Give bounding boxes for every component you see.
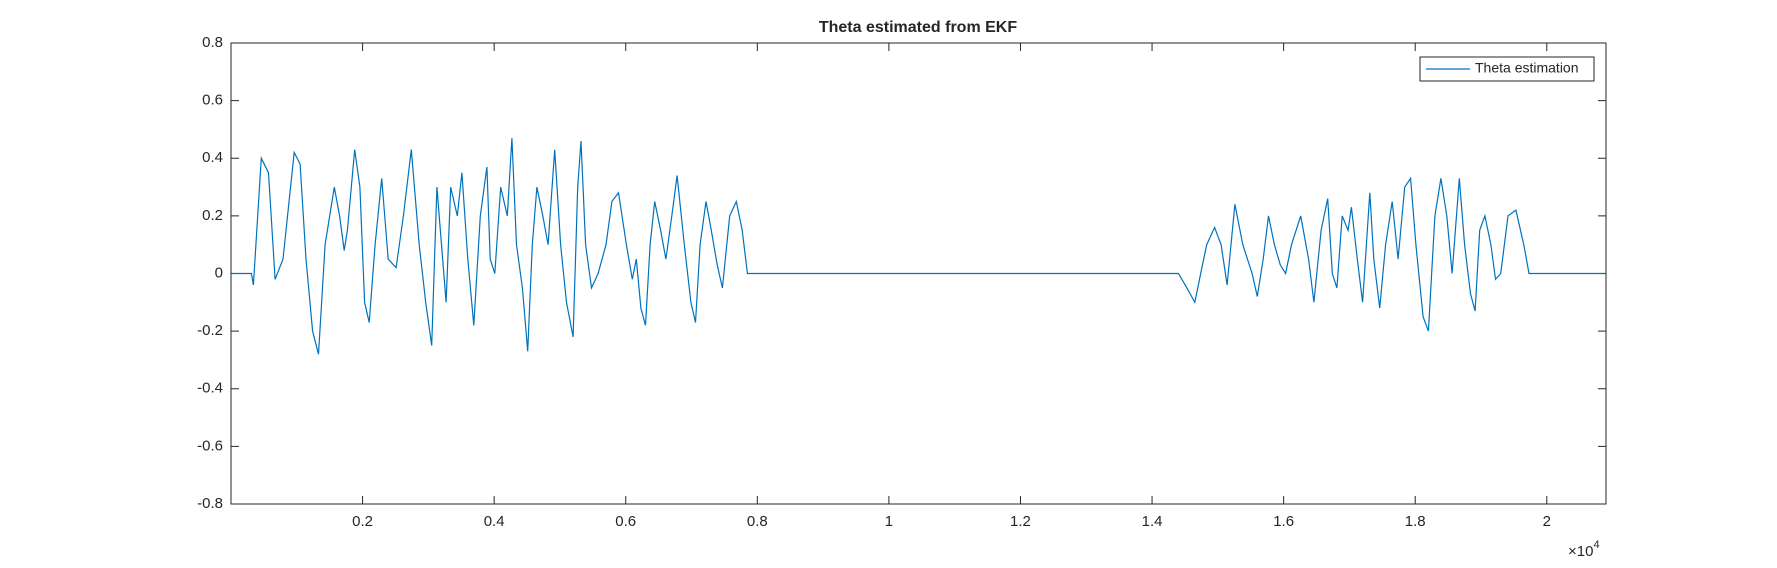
y-tick-label: 0.6 — [202, 92, 223, 109]
y-tick-label: -0.2 — [197, 322, 223, 339]
y-tick-label: 0.4 — [202, 149, 223, 166]
y-tick-label: 0 — [215, 264, 223, 281]
x-tick-label: 0.4 — [484, 513, 505, 530]
y-tick-label: -0.6 — [197, 437, 223, 454]
x-tick-label: 0.8 — [747, 513, 768, 530]
x-tick-label: 0.6 — [615, 513, 636, 530]
x-exponent: ×104 — [1568, 539, 1600, 560]
y-tick-label: 0.2 — [202, 207, 223, 224]
x-tick-label: 1.6 — [1273, 513, 1294, 530]
x-tick-label: 0.2 — [352, 513, 373, 530]
x-tick-label: 1.2 — [1010, 513, 1031, 530]
x-exponent-power: 4 — [1593, 539, 1599, 551]
data-line — [231, 138, 1606, 355]
x-exponent-base: ×10 — [1568, 543, 1593, 560]
x-tick-label: 1.8 — [1405, 513, 1426, 530]
x-tick-label: 1.4 — [1142, 513, 1163, 530]
chart-title: Theta estimated from EKF — [819, 19, 1017, 36]
x-tick-label: 1 — [885, 513, 893, 530]
y-tick-label: -0.4 — [197, 380, 223, 397]
y-tick-label: 0.8 — [202, 34, 223, 51]
y-tick-label: -0.8 — [197, 495, 223, 512]
x-tick-label: 2 — [1543, 513, 1551, 530]
plot-frame — [230, 42, 1607, 505]
legend-label: Theta estimation — [1475, 60, 1579, 76]
